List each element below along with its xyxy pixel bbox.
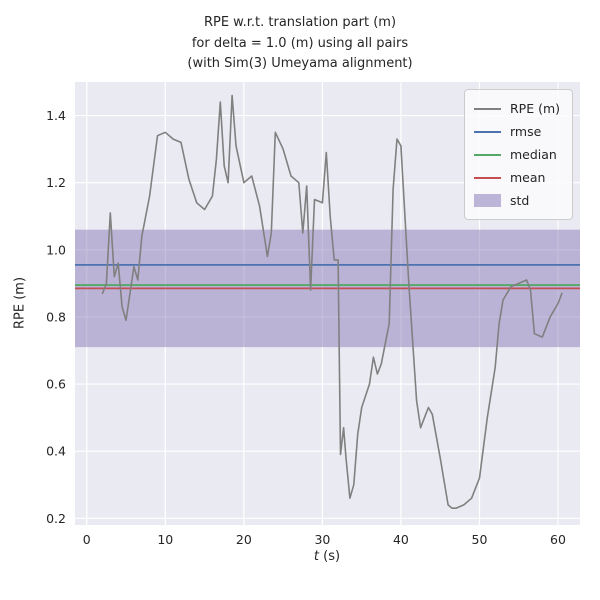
legend-label-rmse: rmse [509,124,542,139]
x-tick-label: 40 [393,532,409,547]
std-patch-swatch [473,194,501,207]
chart-title-line-1: RPE w.r.t. translation part (m) [203,15,397,30]
y-tick-label: 0.8 [46,309,66,324]
y-tick-label: 0.6 [46,377,66,392]
x-axis-label-variable: t [313,549,320,564]
rpe-line-swatch [473,107,501,110]
chart-title-line-2: for delta = 1.0 (m) using all pairs [191,35,409,51]
y-tick-label: 1.4 [46,108,66,123]
y-tick-label: 0.2 [46,511,66,526]
mean-line-swatch [473,176,501,179]
x-tick-label: 20 [236,532,252,547]
y-tick-label: 1.0 [46,242,66,257]
legend-label-mean: mean [509,170,546,185]
legend-item-median: median [473,143,560,166]
chart-title: RPE w.r.t. translation part (m) for delt… [0,13,600,75]
x-tick-label: 10 [157,532,173,547]
median-line-swatch [473,153,501,156]
legend-item-std: std [473,189,560,212]
legend-item-rpe: RPE (m) [473,97,560,120]
rmse-line-swatch [473,130,501,133]
legend-label-rpe: RPE (m) [509,101,560,116]
legend-item-mean: mean [473,166,560,189]
x-axis-label: t (s) [314,549,340,564]
y-tick-label: 0.4 [46,444,66,459]
legend-item-rmse: rmse [473,120,560,143]
legend-label-median: median [509,147,557,162]
x-tick-label: 50 [472,532,488,547]
x-tick-label: 30 [314,532,330,547]
rpe-line [101,94,563,510]
x-axis-label-unit: (s) [319,549,341,564]
legend-label-std: std [509,193,530,208]
x-tick-label: 0 [83,532,91,547]
y-axis-label: RPE (m) [12,276,28,330]
y-tick-label: 1.2 [46,175,66,190]
x-tick-label: 60 [550,532,566,547]
chart-title-line-3: (with Sim(3) Umeyama alignment) [187,56,413,72]
legend: RPE (m) rmse median mean std [463,89,573,220]
